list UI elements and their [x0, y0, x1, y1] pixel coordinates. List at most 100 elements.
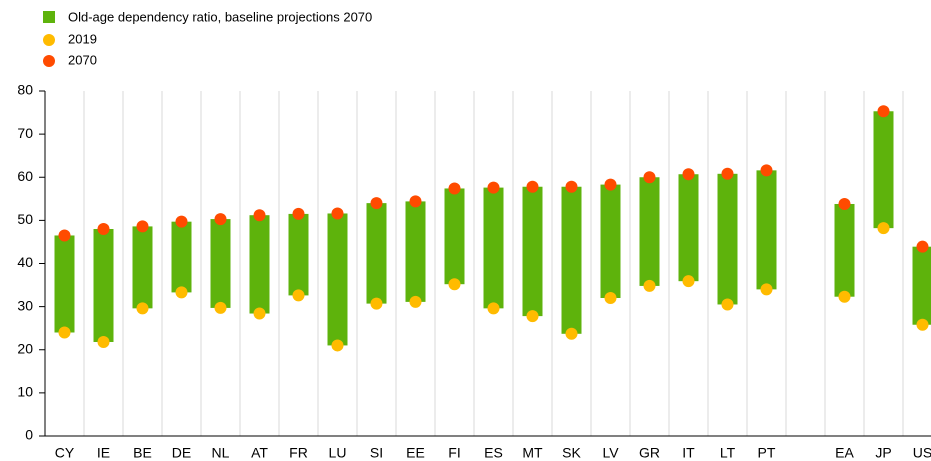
range-bar [678, 174, 699, 282]
dot-2070 [604, 178, 617, 191]
dot-2019 [682, 275, 695, 288]
range-bar [405, 201, 426, 302]
range-bar [912, 246, 931, 325]
y-tick-label: 20 [17, 340, 33, 356]
dot-2070 [565, 180, 578, 193]
dot-2019 [136, 302, 149, 315]
dot-2019 [97, 335, 110, 348]
x-tick-label: IE [97, 445, 110, 461]
dot-2019 [721, 298, 734, 311]
range-bar [483, 187, 504, 309]
dot-2070 [253, 209, 266, 222]
dot-2019 [565, 327, 578, 340]
dot-2070 [97, 223, 110, 235]
range-bar [522, 186, 543, 317]
dot-2019 [526, 310, 539, 323]
y-tick-label: 0 [25, 427, 33, 443]
dot-2019 [214, 301, 227, 314]
x-tick-label: IT [682, 445, 695, 461]
range-bar [366, 203, 387, 304]
range-bar [600, 184, 621, 298]
range-bar [171, 221, 192, 293]
x-tick-label: DE [172, 445, 191, 461]
dot-2070 [136, 220, 149, 233]
x-tick-label: SK [562, 445, 581, 461]
dot-2070 [214, 213, 227, 226]
dot-2070 [370, 197, 383, 210]
x-tick-label: NL [212, 445, 230, 461]
dot-2070 [721, 167, 734, 180]
x-tick-label: GR [639, 445, 660, 461]
dot-2070 [409, 195, 422, 208]
y-tick-label: 70 [17, 125, 33, 141]
y-tick-label: 30 [17, 297, 33, 313]
legend-swatch [43, 11, 55, 23]
range-bar [249, 215, 270, 314]
x-tick-label: EE [406, 445, 425, 461]
dot-2070 [292, 207, 305, 220]
dot-2019 [292, 289, 305, 302]
dot-2070 [526, 180, 539, 193]
dot-2019 [916, 318, 929, 331]
range-bar [717, 173, 738, 305]
range-bar [132, 226, 153, 309]
x-tick-label: FR [289, 445, 308, 461]
dot-2019 [331, 339, 344, 352]
dot-2019 [58, 326, 71, 339]
range-bar [561, 186, 582, 334]
x-tick-label: US [913, 445, 931, 461]
legend-label: 2070 [68, 52, 97, 67]
dot-2019 [643, 279, 656, 292]
y-tick-label: 10 [17, 384, 33, 400]
dot-2070 [682, 168, 695, 181]
dot-2019 [487, 302, 500, 315]
x-tick-label: BE [133, 445, 152, 461]
y-tick-label: 50 [17, 211, 33, 227]
y-tick-label: 60 [17, 168, 33, 184]
dot-2019 [370, 297, 383, 310]
dot-2019 [253, 307, 266, 320]
range-bar [756, 170, 777, 290]
range-bar [639, 177, 660, 286]
x-tick-label: AT [251, 445, 268, 461]
x-tick-label: MT [522, 445, 543, 461]
range-bar [444, 188, 465, 285]
range-bar [288, 213, 309, 296]
y-tick-label: 40 [17, 254, 33, 270]
range-bar [873, 111, 894, 229]
x-tick-label: PT [758, 445, 776, 461]
legend-marker [43, 34, 55, 46]
dot-2070 [838, 197, 851, 210]
dot-2019 [838, 290, 851, 303]
dot-2019 [448, 278, 461, 291]
x-tick-label: SI [370, 445, 383, 461]
dot-2070 [643, 171, 656, 184]
dot-2019 [760, 283, 773, 296]
y-tick-label: 80 [17, 82, 33, 98]
dot-2070 [175, 215, 188, 228]
range-bar [327, 213, 348, 346]
x-tick-label: LT [720, 445, 736, 461]
x-tick-label: ES [484, 445, 503, 461]
x-tick-label: LU [329, 445, 347, 461]
legend-label: Old-age dependency ratio, baseline proje… [68, 9, 372, 24]
range-bar [93, 229, 114, 342]
dot-2019 [175, 286, 188, 299]
dot-2070 [877, 105, 890, 118]
x-tick-label: FI [448, 445, 460, 461]
x-tick-label: EA [835, 445, 854, 461]
x-tick-label: LV [602, 445, 619, 461]
dot-2019 [409, 295, 422, 308]
legend-marker [43, 55, 55, 67]
dot-2070 [448, 182, 461, 195]
dot-2070 [58, 229, 71, 242]
range-bar [54, 235, 75, 333]
dot-2070 [760, 164, 773, 177]
dot-2070 [487, 181, 500, 194]
x-tick-label: JP [875, 445, 891, 461]
range-bar [210, 219, 231, 308]
dot-2019 [877, 222, 890, 235]
range-bar [834, 203, 855, 297]
x-tick-label: CY [55, 445, 75, 461]
